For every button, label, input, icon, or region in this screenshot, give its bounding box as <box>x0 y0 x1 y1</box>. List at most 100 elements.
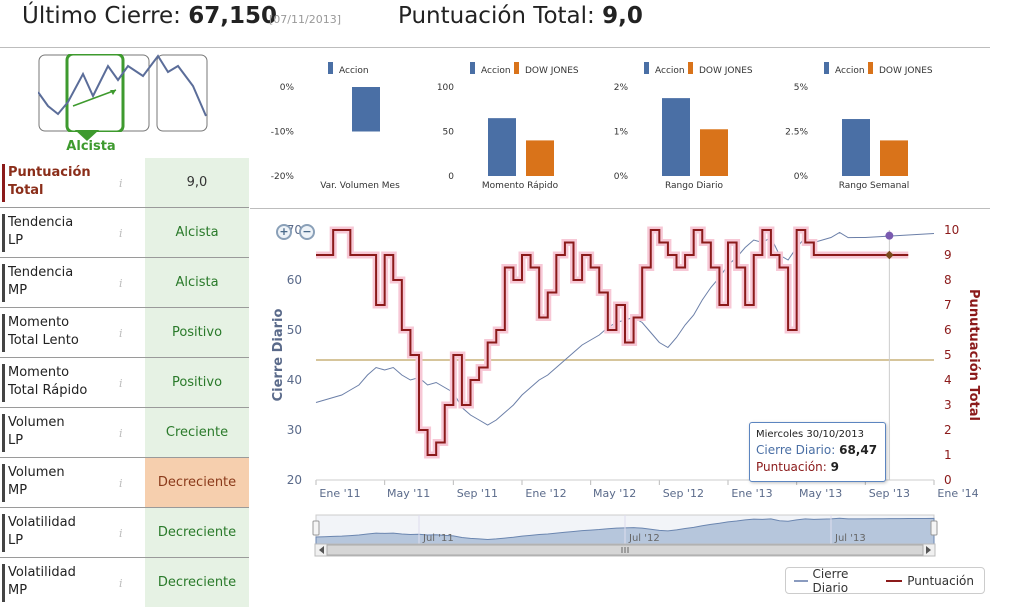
score-row: Volumen LP i Creciente <box>0 408 249 458</box>
last-close: Último Cierre: 67,150 <box>22 3 277 29</box>
total-score-label: Puntuación Total: <box>398 3 595 29</box>
score-row: Puntuación Total i 9,0 <box>0 158 249 208</box>
row-label: Volatilidad LP <box>8 514 108 550</box>
row-label: Volumen MP <box>8 464 108 500</box>
info-icon[interactable]: i <box>119 377 123 390</box>
navigator-right-handle[interactable] <box>930 520 938 536</box>
y-right-tick: 4 <box>944 373 952 387</box>
legend-swatch <box>688 62 693 74</box>
row-label-line-2: LP <box>8 433 24 448</box>
y-right-tick: 9 <box>944 248 952 262</box>
bar[interactable] <box>662 98 690 176</box>
scroll-left-icon[interactable] <box>319 546 324 554</box>
y-left-tick: 30 <box>287 423 302 437</box>
series-score-line[interactable] <box>316 229 909 456</box>
legend-swatch-close <box>794 579 808 582</box>
legend-item-score[interactable]: Puntuación <box>886 574 974 588</box>
tooltip-close-label: Cierre Diario: <box>756 443 836 457</box>
zoom-out-icon[interactable]: − <box>299 224 315 240</box>
trend-option-up[interactable] <box>156 54 208 132</box>
score-row: Tendencia MP i Alcista <box>0 258 249 308</box>
y-tick-label: 0 <box>448 172 454 182</box>
chart-legend: Cierre Diario Puntuación <box>785 567 985 595</box>
row-marker <box>2 364 5 402</box>
trend-selector[interactable] <box>38 54 208 132</box>
row-label-line-2: MP <box>8 283 28 298</box>
info-icon[interactable]: i <box>119 577 123 590</box>
row-label: Tendencia MP <box>8 264 108 300</box>
info-icon[interactable]: i <box>119 327 123 340</box>
legend-label: Accion <box>481 66 511 76</box>
y-left-tick: 20 <box>287 473 302 487</box>
tooltip-close-value: 68,47 <box>839 443 878 457</box>
info-icon[interactable]: i <box>119 227 123 240</box>
info-icon[interactable]: i <box>119 427 123 440</box>
info-icon[interactable]: i <box>119 477 123 490</box>
score-row: Momento Total Rápido i Positivo <box>0 358 249 408</box>
row-label-line-2: MP <box>8 583 28 598</box>
bar[interactable] <box>880 140 908 176</box>
tooltip-score-label: Puntuación: <box>756 460 827 474</box>
legend-label-score: Puntuación <box>907 573 974 588</box>
trend-arrow-icon <box>72 89 117 107</box>
row-label-line-1: Momento <box>8 315 70 330</box>
x-tick-label: Ene '11 <box>319 487 360 500</box>
row-label-line-1: Tendencia <box>8 215 74 230</box>
zoom-in-icon[interactable]: + <box>276 224 292 240</box>
bar[interactable] <box>488 118 516 176</box>
x-tick-label: May '11 <box>387 487 430 500</box>
y-right-tick: 3 <box>944 398 952 412</box>
y-tick-label: 0% <box>794 172 809 182</box>
row-value: Decreciente <box>145 558 249 607</box>
score-row: Volatilidad MP i Decreciente <box>0 558 249 607</box>
legend-label: Accion <box>835 66 865 76</box>
total-score-value: 9,0 <box>602 3 643 29</box>
row-value: Alcista <box>145 208 249 257</box>
y-tick-label: 2.5% <box>785 128 808 138</box>
last-close-label: Último Cierre: <box>22 3 181 29</box>
legend-label: DOW JONES <box>699 66 753 76</box>
row-label-line-1: Volatilidad <box>8 565 76 580</box>
row-label-line-2: Total Rápido <box>8 383 88 398</box>
row-label-line-1: Momento <box>8 365 70 380</box>
trend-line-icon <box>38 54 207 117</box>
y-tick-label: 0% <box>280 83 295 93</box>
y-tick-label: 100 <box>437 83 454 93</box>
info-icon[interactable]: i <box>119 277 123 290</box>
mini-chart-title: Momento Rápido <box>482 181 559 191</box>
row-marker <box>2 314 5 352</box>
score-table: Puntuación Total i 9,0 Tendencia LP i Alcista Te… <box>0 158 249 607</box>
legend-item-close[interactable]: Cierre Diario <box>794 567 876 595</box>
scroll-right-icon[interactable] <box>926 546 931 554</box>
bar[interactable] <box>352 87 380 132</box>
legend-swatch <box>514 62 519 74</box>
info-icon[interactable]: i <box>119 527 123 540</box>
y-left-tick: 50 <box>287 323 302 337</box>
row-label-line-1: Volatilidad <box>8 515 76 530</box>
legend-swatch <box>470 62 475 74</box>
total-score: Puntuación Total: 9,0 <box>398 3 643 29</box>
row-label-line-2: Total Lento <box>8 333 79 348</box>
last-close-date: [07/11/2013] <box>269 13 341 26</box>
bar[interactable] <box>842 119 870 176</box>
y-left-tick: 60 <box>287 273 302 287</box>
row-value: Positivo <box>145 308 249 357</box>
mini-chart-volume: Accion 0% -10% -20% Var. Volumen Mes <box>260 56 430 196</box>
bar[interactable] <box>526 140 554 176</box>
row-label: Puntuación Total <box>8 164 108 200</box>
row-marker <box>2 264 5 302</box>
bar[interactable] <box>700 129 728 176</box>
row-label-line-2: Total <box>8 183 44 198</box>
tooltip-close: Cierre Diario: 68,47 <box>756 443 879 457</box>
trend-pointer-icon <box>75 130 99 141</box>
legend-label: DOW JONES <box>879 66 933 76</box>
legend-swatch <box>644 62 649 74</box>
mini-chart-title: Rango Diario <box>665 181 724 191</box>
x-tick-label: May '12 <box>593 487 636 500</box>
row-value: Decreciente <box>145 458 249 507</box>
navigator-left-handle[interactable] <box>312 520 320 536</box>
navigator-tick-label: Jul '11 <box>422 533 454 544</box>
info-icon[interactable]: i <box>119 177 123 190</box>
mini-chart-title: Rango Semanal <box>839 181 910 191</box>
